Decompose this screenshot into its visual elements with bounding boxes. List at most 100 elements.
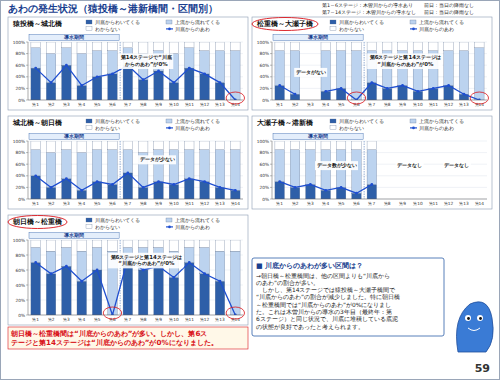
grid-line [28, 300, 243, 301]
bar-segment [475, 42, 485, 48]
bar-segment [46, 83, 56, 100]
annotation-bg [367, 53, 442, 69]
page-number: 59 [475, 362, 490, 375]
x-axis [28, 100, 243, 101]
line-marker [80, 189, 83, 192]
y-tick [26, 76, 28, 77]
y-tick-label: 100% [13, 40, 25, 45]
panel-frame [252, 17, 492, 110]
x-tick-label: 第13 [459, 201, 469, 206]
x-tick-label: 第1 [32, 102, 39, 107]
bar-segment [200, 74, 210, 100]
y-tick-label: 100% [13, 139, 25, 144]
line-series [36, 173, 236, 190]
y-tick-label: 20% [15, 298, 25, 303]
line-marker [219, 186, 222, 189]
y-tick-label: 0% [18, 197, 25, 202]
x-tick-label: 第2 [48, 317, 55, 322]
chart-panel: 大瀬子橋～港新橋川底からわいてくる上流から流れてくるわからない川底からのあわ0%… [252, 116, 492, 209]
x-tick-label: 第3 [307, 201, 314, 206]
y-tick-label: 20% [259, 86, 269, 91]
bar-segment [367, 42, 377, 51]
y-tick [270, 152, 272, 153]
bar-segment [306, 150, 316, 185]
bar-segment [138, 80, 148, 100]
y-tick-label: 60% [259, 162, 269, 167]
y-tick [270, 187, 272, 188]
highlight-ring [226, 92, 244, 104]
line-marker [65, 177, 68, 180]
bar-segment [123, 42, 133, 48]
line-marker [80, 280, 83, 283]
plot-marks [275, 141, 377, 199]
legend-swatch [166, 119, 172, 123]
x-tick-label: 第12 [444, 102, 454, 107]
y-tick [26, 315, 28, 316]
line-marker [34, 67, 37, 70]
bar-segment [321, 141, 331, 150]
bar-segment [367, 141, 377, 150]
bar-segment [290, 141, 300, 150]
x-tick-label: 第13 [215, 201, 225, 206]
bar-segment [46, 187, 56, 199]
note-line: しかし、第14ステージでは猿投橋～大瀬子橋間で [256, 287, 396, 293]
line-marker [370, 183, 373, 186]
annotation-line: “川底からのあわ”が0% [118, 260, 175, 267]
bar-segment [215, 281, 225, 315]
bar-segment [108, 51, 118, 74]
bar-segment [154, 42, 164, 51]
grid-line [28, 88, 243, 89]
x-tick-label: 第13 [459, 102, 469, 107]
y-tick [270, 65, 272, 66]
bar-segment [367, 83, 377, 100]
x-axis [28, 199, 243, 200]
legend-swatch [166, 127, 173, 128]
highlight-ring [470, 92, 488, 104]
bar-segment [108, 185, 118, 200]
line-marker [34, 261, 37, 264]
x-tick-label: 第12 [200, 102, 210, 107]
panel-frame [8, 17, 248, 110]
grid-line [28, 240, 243, 241]
caption-box [8, 327, 248, 349]
x-tick-label: 第7 [368, 201, 375, 206]
x-tick-label: 第5 [94, 317, 101, 322]
x-tick-label: 第10 [169, 317, 179, 322]
grid-line [272, 42, 487, 43]
y-tick [270, 76, 272, 77]
bar-segment [336, 51, 346, 89]
period-divider [120, 141, 121, 199]
mascot-eye [465, 315, 471, 321]
legend-swatch [166, 20, 172, 24]
y-tick [26, 53, 28, 54]
legend-swatch [86, 218, 92, 222]
plot-marks [31, 240, 240, 315]
line-marker [340, 87, 343, 90]
legend-swatch [330, 27, 336, 31]
x-tick-label: 第8 [140, 201, 147, 206]
bar-segment [352, 141, 362, 150]
bar-segment [184, 150, 194, 179]
legend-swatch [166, 218, 172, 222]
y-tick [270, 88, 272, 89]
bar-segment [46, 251, 56, 274]
line-marker [463, 93, 466, 96]
line-marker [65, 64, 68, 67]
bar-segment [200, 274, 210, 315]
bar-segment [154, 150, 164, 182]
annotation-text: 第14ステージで“川底からのあわ”が0% [120, 54, 172, 68]
y-axis [28, 141, 29, 199]
note-line: 6ステージ）と同じ状況で、川底に堆積している底泥 [256, 315, 398, 323]
condition-note: 前日：当日の降雨なし [424, 2, 474, 8]
x-axis [272, 199, 487, 200]
annotation-line: 第14ステージで“川底 [120, 54, 172, 60]
line-marker [324, 189, 327, 192]
bar-segment [306, 141, 316, 150]
x-tick-label: 第9 [399, 102, 406, 107]
grid-line [28, 164, 243, 165]
legend-swatch [86, 126, 92, 130]
x-tick-label: 第2 [292, 102, 299, 107]
grid-line [28, 199, 243, 200]
period-divider [120, 42, 121, 100]
bar-segment [290, 187, 300, 199]
